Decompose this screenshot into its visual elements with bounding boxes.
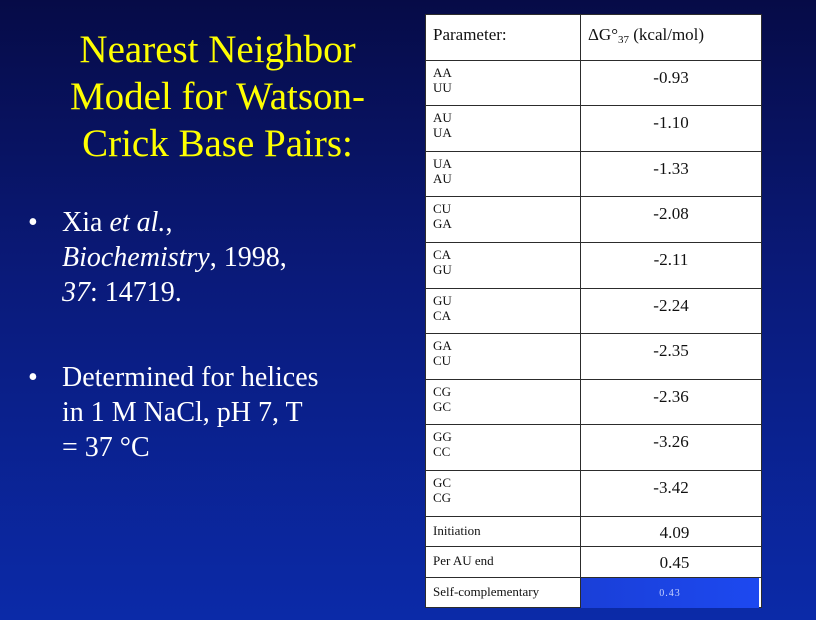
au-end-label: Per AU end — [425, 546, 581, 578]
title-line: Model for Watson- — [69, 75, 366, 118]
reference-page: : 14719. — [90, 277, 182, 308]
header-parameter: Parameter: — [425, 14, 581, 61]
value-cell: -3.42 — [580, 470, 762, 517]
reference-year: , 1998, — [209, 242, 287, 273]
value-cell: -2.24 — [580, 287, 762, 335]
pair-cell: GC CG — [425, 470, 581, 517]
pair-cell: GU CA — [425, 287, 581, 335]
parameter-table: Parameter: ΔG°37 (kcal/mol) AA UU -0.93 A… — [425, 14, 762, 609]
self-complementary-value-overlay: 0.43 — [581, 578, 759, 608]
pair-cell: CU GA — [425, 196, 581, 244]
value-cell: -1.10 — [580, 105, 762, 152]
pair-cell: GA CU — [425, 333, 581, 380]
value-cell: -2.36 — [580, 378, 762, 426]
slide-title: Nearest Neighbor Model for Watson- Crick… — [30, 26, 405, 167]
table-row: CU GA -2.08 — [425, 196, 762, 244]
pair-cell: UA AU — [425, 150, 581, 198]
conditions-line: Determined for helices — [62, 362, 319, 393]
table-row: CG GC -2.36 — [425, 378, 762, 426]
table-row-initiation: Initiation 4.09 — [425, 515, 762, 548]
title-line: Crick Base Pairs: — [82, 122, 353, 165]
bullet-dot-icon: • — [28, 207, 38, 238]
self-complementary-label: Self-complementary — [425, 576, 581, 609]
reference-etal: et al. — [109, 207, 166, 238]
reference-journal: Biochemistry — [62, 242, 210, 273]
table-row-au-end: Per AU end 0.45 — [425, 546, 762, 578]
conditions-line: = 37 °C — [62, 432, 150, 463]
table-row: GA CU -2.35 — [425, 333, 762, 380]
reference-authors: Xia — [62, 207, 103, 238]
reference-volume: 37 — [62, 277, 90, 308]
pair-cell: GG CC — [425, 424, 581, 472]
bullet-conditions: • Determined for helices in 1 M NaCl, pH… — [28, 360, 408, 465]
initiation-value: 4.09 — [580, 515, 762, 548]
pair-cell: AU UA — [425, 105, 581, 152]
conditions-line: in 1 M NaCl, pH 7, T — [62, 397, 303, 428]
value-cell: -3.26 — [580, 424, 762, 472]
table-row: CA GU -2.11 — [425, 242, 762, 289]
header-subscript: 37 — [618, 34, 630, 46]
pair-cell: AA UU — [425, 59, 581, 107]
table-row: GC CG -3.42 — [425, 470, 762, 517]
table-row: AU UA -1.10 — [425, 105, 762, 152]
bullet-list: • Xia et al., Biochemistry, 1998, 37: 14… — [28, 205, 408, 465]
header-value: ΔG°37 (kcal/mol) — [580, 14, 762, 61]
bullet-reference: • Xia et al., Biochemistry, 1998, 37: 14… — [28, 207, 287, 308]
pair-cell: CA GU — [425, 242, 581, 289]
table-row: AA UU -0.93 — [425, 59, 762, 107]
value-cell: -2.11 — [580, 242, 762, 289]
au-end-value: 0.45 — [580, 546, 762, 578]
title-line: Nearest Neighbor — [79, 28, 356, 71]
bullet-dot-icon: • — [28, 362, 38, 393]
table-row: GG CC -3.26 — [425, 424, 762, 472]
pair-cell: CG GC — [425, 378, 581, 426]
value-cell: -1.33 — [580, 150, 762, 198]
initiation-label: Initiation — [425, 515, 581, 548]
value-cell: -0.93 — [580, 59, 762, 107]
self-complementary-value: 0.43 — [659, 587, 681, 599]
value-cell: -2.35 — [580, 333, 762, 380]
table-header-row: Parameter: ΔG°37 (kcal/mol) — [425, 14, 762, 61]
table-row: UA AU -1.33 — [425, 150, 762, 198]
table-row: GU CA -2.24 — [425, 287, 762, 335]
value-cell: -2.08 — [580, 196, 762, 244]
